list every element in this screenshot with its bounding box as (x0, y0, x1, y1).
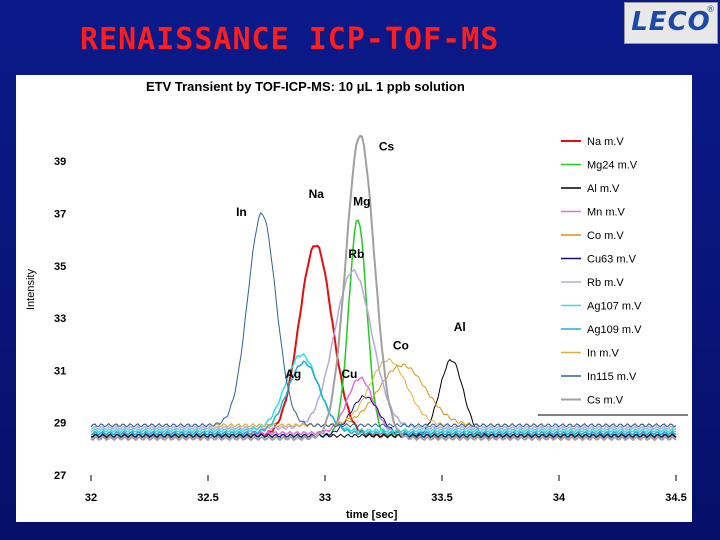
y-tick-label: 31 (54, 365, 66, 377)
legend-label: Mn m.V (587, 207, 626, 219)
series-line (90, 212, 677, 428)
y-tick-label: 39 (54, 156, 66, 168)
legend-label: Rb m.V (587, 277, 624, 289)
y-axis-label: Intensity (25, 269, 37, 310)
x-tick-label: 34.5 (665, 492, 686, 504)
slide-title: RENAISSANCE ICP-TOF-MS (80, 22, 500, 57)
chart: ETV Transient by TOF-ICP-MS: 10 μL 1 ppb… (25, 79, 688, 521)
legend-label: Co m.V (587, 230, 624, 242)
registered-mark: ® (707, 4, 714, 14)
peak-annotation: Ag (285, 367, 301, 381)
x-tick-label: 34 (553, 492, 566, 504)
legend-label: In115 m.V (587, 371, 637, 383)
legend-label: Al m.V (587, 183, 620, 195)
legend-label: Ag109 m.V (587, 324, 642, 336)
legend-label: Cs m.V (587, 395, 624, 407)
chart-panel: ETV Transient by TOF-ICP-MS: 10 μL 1 ppb… (16, 75, 692, 522)
legend-label: Ag107 m.V (587, 301, 642, 313)
peak-annotation: Co (393, 338, 409, 352)
peak-annotation: Mg (353, 195, 370, 209)
series-line (90, 268, 677, 431)
series-line (90, 360, 677, 436)
x-tick-label: 33 (319, 492, 331, 504)
peak-annotation: In (236, 205, 247, 219)
y-tick-label: 37 (54, 208, 66, 220)
legend-label: Mg24 m.V (587, 160, 638, 172)
peak-annotation: Na (309, 187, 325, 201)
y-tick-label: 29 (54, 418, 66, 430)
x-tick-label: 32.5 (197, 492, 218, 504)
series-line (90, 352, 677, 434)
legend-label: Na m.V (587, 136, 624, 148)
series-line (90, 395, 677, 438)
peak-annotation: Cu (341, 367, 357, 381)
series-line (90, 244, 677, 439)
logo-text: LECO (631, 7, 711, 37)
peak-annotation: Al (454, 320, 466, 334)
legend-label: Cu63 m.V (587, 254, 637, 266)
y-tick-label: 33 (54, 313, 66, 325)
series-line (90, 134, 677, 442)
y-tick-label: 27 (54, 470, 66, 482)
x-axis-label: time [sec] (346, 509, 398, 521)
legend-label: In m.V (587, 348, 619, 360)
leco-logo: LECO ® (624, 2, 718, 44)
peak-annotation: Cs (379, 140, 395, 154)
peak-annotation: Rb (348, 247, 364, 261)
x-tick-label: 32 (85, 492, 97, 504)
y-tick-label: 35 (54, 261, 66, 273)
x-tick-label: 33.5 (431, 492, 452, 504)
chart-title: ETV Transient by TOF-ICP-MS: 10 μL 1 ppb… (146, 79, 465, 94)
